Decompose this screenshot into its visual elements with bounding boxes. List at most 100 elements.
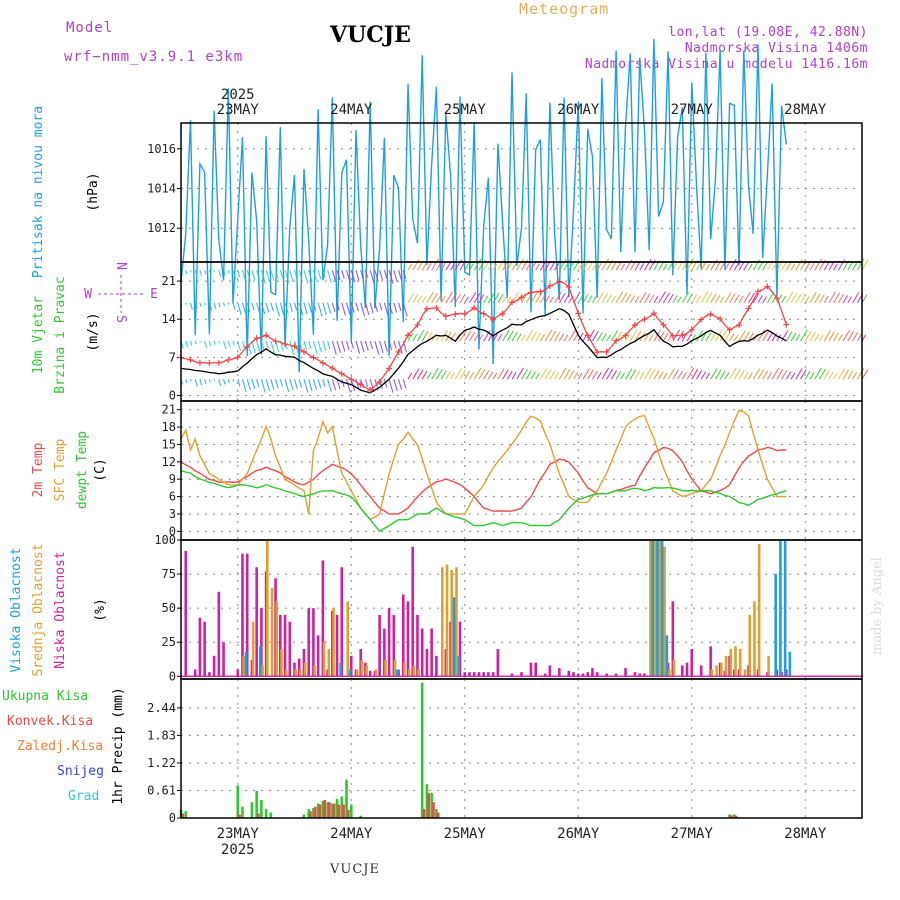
wind-arrow (790, 372, 796, 380)
wind-arrow (610, 370, 618, 380)
station-title: VUCJE (330, 22, 411, 48)
bar-visoka-oblacnost (783, 540, 787, 677)
wind-arrow (814, 367, 822, 380)
gust-marker (357, 381, 364, 388)
wind-arrow (469, 263, 475, 271)
wind-arrow (809, 291, 817, 304)
wind-arrow (331, 340, 337, 355)
wind-arrow (563, 368, 571, 380)
bar-niska-oblacnost (279, 614, 282, 677)
wind-arrow (473, 258, 482, 271)
y-tick-label: 0 (169, 811, 176, 825)
bar-niska-oblacnost (212, 655, 216, 677)
bar-srednja-oblacnost (729, 649, 733, 677)
wind-arrow (743, 371, 749, 380)
wind-arrow (724, 291, 732, 304)
wind-arrow (260, 379, 266, 393)
bar-visoka-oblacnost (339, 662, 342, 677)
bar-niska-oblacnost (288, 621, 292, 677)
gust-marker (225, 356, 232, 363)
model-version: wrf−nmm_v3.9.1 e3km (64, 49, 244, 65)
wind-arrow (620, 263, 626, 271)
y-tick-label: 1014 (147, 182, 176, 196)
wind-arrow (416, 369, 424, 380)
wind-arrow (327, 270, 332, 284)
wind-arrow (341, 270, 345, 279)
wind-arrow (823, 295, 829, 304)
wind-arrow (208, 302, 213, 311)
wind-arrow (469, 291, 477, 304)
bar-niska-oblacnost (633, 672, 637, 677)
wind-arrow (615, 291, 624, 304)
bar-visoka-oblacnost (258, 646, 262, 677)
wind-arrow (700, 262, 707, 271)
wind-arrow (530, 331, 538, 342)
wind-arrow (284, 379, 290, 393)
wind-arrow (483, 330, 491, 342)
wind-arrow (620, 372, 626, 380)
wind-arrow (483, 370, 490, 380)
bar-konvek-kisa (318, 804, 322, 818)
wind-arrow (506, 261, 513, 271)
y-tick-label: 0 (169, 669, 176, 683)
bar-srednja-oblacnost (672, 659, 676, 677)
wind-arrow (615, 262, 622, 271)
bar-niska-oblacnost (520, 672, 523, 677)
wind-arrow (535, 372, 540, 380)
wind-arrow (738, 370, 745, 380)
gust-marker (319, 359, 326, 366)
bar-srednja-oblacnost (649, 540, 652, 677)
bar-srednja-oblacnost (284, 669, 288, 677)
gust-marker (490, 316, 497, 323)
compass-north: N (113, 262, 128, 270)
wind-arrow (298, 340, 303, 352)
wind-arrow (705, 372, 711, 380)
wind-arrow (748, 263, 753, 271)
wind-arrow (199, 302, 202, 307)
wind-arrow (658, 371, 664, 380)
bar-ukupna-kisa (312, 808, 315, 818)
wind-arrow (327, 379, 332, 393)
y-tick-label: 75 (162, 567, 176, 581)
bar-niska-oblacnost (378, 614, 381, 677)
bar-niska-oblacnost (316, 635, 320, 677)
gust-marker (367, 387, 374, 394)
gust-marker (764, 283, 771, 290)
wind-arrow (781, 261, 788, 271)
bar-ukupna-kisa (260, 799, 263, 818)
wind-arrow (842, 329, 851, 342)
wind-arrow (634, 330, 642, 342)
wind-arrow (837, 333, 843, 342)
gust-marker (622, 332, 629, 339)
wind-arrow (615, 331, 623, 342)
bar-niska-oblacnost (430, 628, 433, 677)
wind-arrow (208, 340, 212, 347)
bar-srednja-oblacnost (299, 669, 302, 677)
wind-arrow (416, 295, 423, 304)
y-tick-label: 15 (162, 437, 176, 451)
bar-visoka-oblacnost (660, 540, 664, 677)
wind-arrow (573, 262, 579, 271)
bar-niska-oblacnost (312, 608, 315, 677)
wind-arrow (374, 340, 380, 355)
wind-arrow (440, 295, 446, 304)
wind-arrow (412, 333, 418, 342)
bar-ukupna-kisa (435, 808, 438, 818)
ylabel-wind-unit: (m/s) (86, 312, 101, 351)
wind-arrow (473, 333, 480, 342)
wind-arrow (426, 291, 434, 304)
wind-arrow (530, 262, 536, 271)
gust-marker (707, 311, 714, 318)
wind-arrow (189, 302, 193, 310)
wind-arrow (478, 368, 486, 380)
gust-marker (215, 359, 222, 366)
bar-niska-oblacnost (468, 672, 471, 677)
bar-srednja-oblacnost (360, 659, 364, 677)
y-tick-label: 0 (169, 389, 176, 403)
wind-arrow (322, 270, 326, 278)
wind-arrow (757, 329, 766, 342)
wind-arrow (705, 292, 713, 304)
gust-marker (310, 354, 317, 361)
wind-arrow (662, 263, 668, 271)
wind-arrow (800, 295, 806, 304)
